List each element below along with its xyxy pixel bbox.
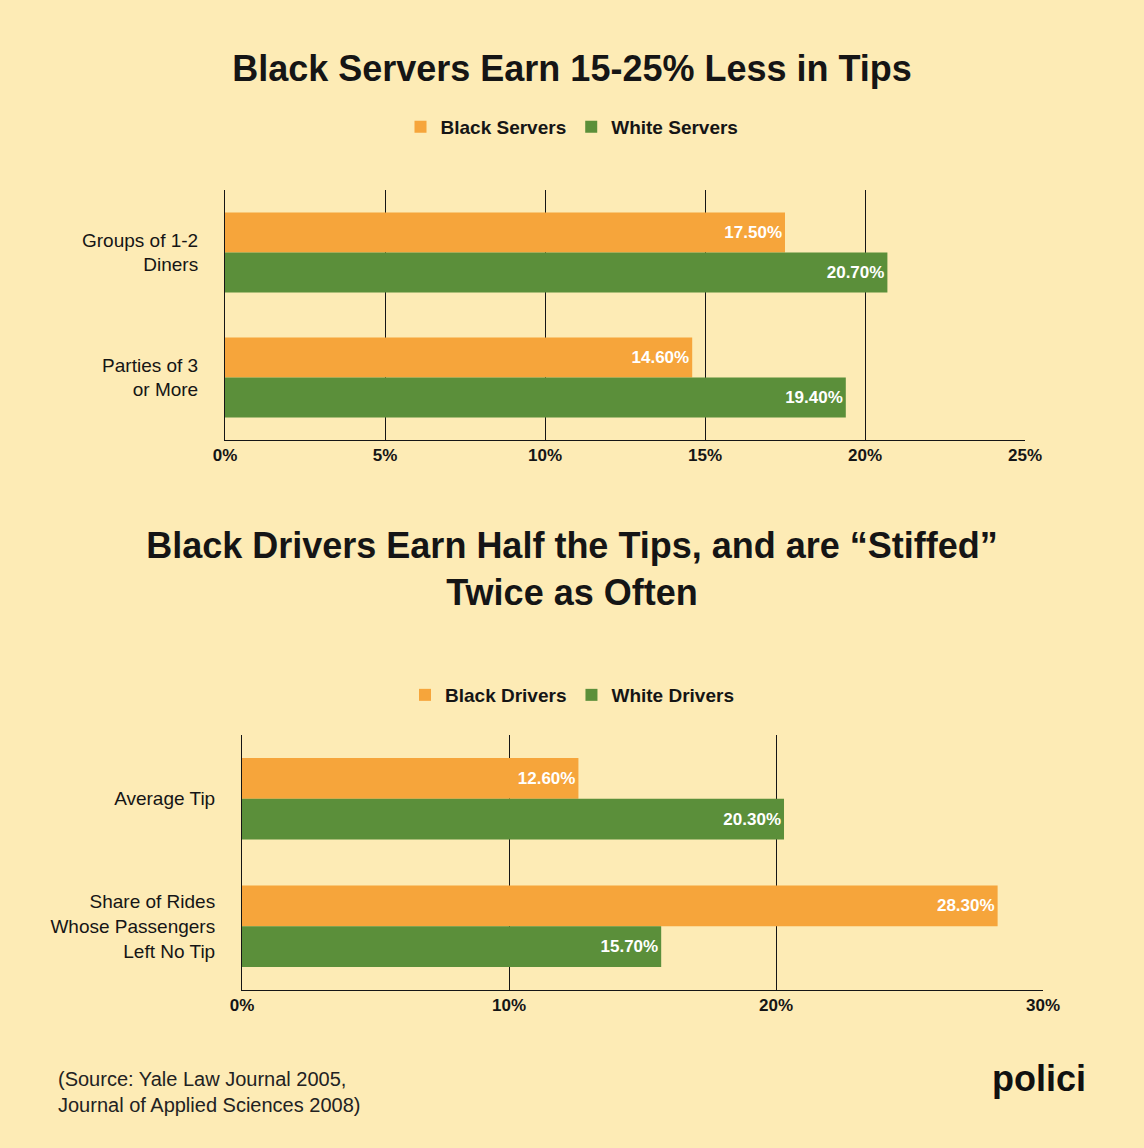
html-text:Journal of Applied Sciences 20: Journal of Applied Sciences 2008) <box>58 1094 361 1116</box>
svg-text:20%: 20% <box>848 446 882 465</box>
svg-text:Black Servers: Black Servers <box>441 117 567 138</box>
svg-text:10%: 10% <box>528 446 562 465</box>
svg-text:White Servers: White Servers <box>611 117 738 138</box>
svg-text:20.70%: 20.70% <box>827 263 885 282</box>
svg-text:25%: 25% <box>1008 446 1042 465</box>
svg-text:Parties of 3or More: Parties of 3or More <box>102 355 198 401</box>
html-text:(Source: Yale Law Journal 2005: (Source: Yale Law Journal 2005, <box>58 1068 347 1090</box>
svg-text:Share of RidesWhose Passengers: Share of RidesWhose PassengersLeft No Ti… <box>50 891 215 961</box>
svg-text:20%: 20% <box>759 996 793 1015</box>
svg-text:10%: 10% <box>492 996 526 1015</box>
svg-text:28.30%: 28.30% <box>937 896 995 915</box>
html-text:polici: polici <box>992 1058 1086 1099</box>
svg-text:5%: 5% <box>373 446 398 465</box>
svg-text:20.30%: 20.30% <box>723 810 781 829</box>
svg-text:15%: 15% <box>688 446 722 465</box>
svg-text:14.60%: 14.60% <box>632 348 690 367</box>
svg-text:17.50%: 17.50% <box>724 223 782 242</box>
svg-text:15.70%: 15.70% <box>601 937 659 956</box>
svg-text:0%: 0% <box>230 996 255 1015</box>
svg-text:White Drivers: White Drivers <box>611 685 733 706</box>
svg-text:Groups of 1-2Diners: Groups of 1-2Diners <box>82 230 198 276</box>
svg-text:Black Drivers Earn Half the Ti: Black Drivers Earn Half the Tips, and ar… <box>146 525 998 613</box>
svg-text:Black Drivers: Black Drivers <box>445 685 566 706</box>
svg-text:12.60%: 12.60% <box>518 769 576 788</box>
svg-text:30%: 30% <box>1026 996 1060 1015</box>
svg-text:Average Tip: Average Tip <box>114 788 215 809</box>
svg-text:0%: 0% <box>213 446 238 465</box>
svg-text:Black Servers Earn 15-25% Less: Black Servers Earn 15-25% Less in Tips <box>232 48 912 89</box>
svg-text:19.40%: 19.40% <box>785 388 843 407</box>
